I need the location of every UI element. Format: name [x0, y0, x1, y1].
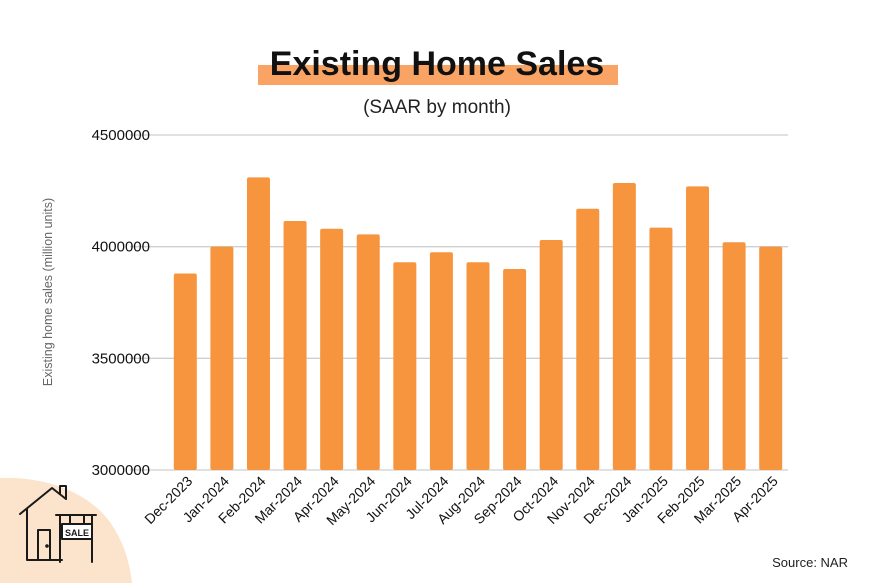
bar-apr-2025: [759, 246, 783, 470]
bar-sep-2024: [503, 269, 527, 470]
y-axis-label: Existing home sales (million units): [41, 198, 55, 386]
bar-layer: [173, 177, 783, 470]
y-tick-label: 3000000: [92, 462, 150, 479]
bar-dec-2024: [612, 183, 636, 470]
house-for-sale-icon: [19, 485, 97, 563]
bar-oct-2024: [539, 239, 563, 470]
y-tick-label: 4000000: [92, 239, 150, 256]
bar-may-2024: [356, 234, 380, 470]
sale-sign-text: SALE: [65, 528, 89, 538]
x-tick-layer: Dec-2023Jan-2024Feb-2024Mar-2024Apr-2024…: [141, 473, 781, 528]
grid-layer: 3000000 3500000 4000000 4500000: [92, 127, 788, 479]
source-label: Source: NAR: [772, 555, 848, 570]
bar-feb-2024: [246, 177, 270, 470]
bar-nov-2024: [576, 208, 600, 470]
bar-dec-2023: [173, 273, 197, 470]
bar-mar-2025: [722, 242, 746, 470]
chart-subtitle: (SAAR by month): [363, 97, 511, 118]
bar-mar-2024: [283, 220, 307, 470]
y-tick-label: 3500000: [92, 350, 150, 367]
title-highlight: [258, 65, 618, 85]
y-tick-label: 4500000: [92, 127, 150, 144]
bar-feb-2025: [686, 186, 710, 470]
bar-jul-2024: [429, 252, 453, 470]
bar-jun-2024: [393, 262, 417, 470]
bar-apr-2024: [320, 228, 344, 470]
chart-title: Existing Home Sales: [270, 45, 604, 83]
bar-aug-2024: [466, 262, 490, 470]
bar-jan-2025: [649, 227, 673, 470]
bar-jan-2024: [210, 246, 234, 470]
